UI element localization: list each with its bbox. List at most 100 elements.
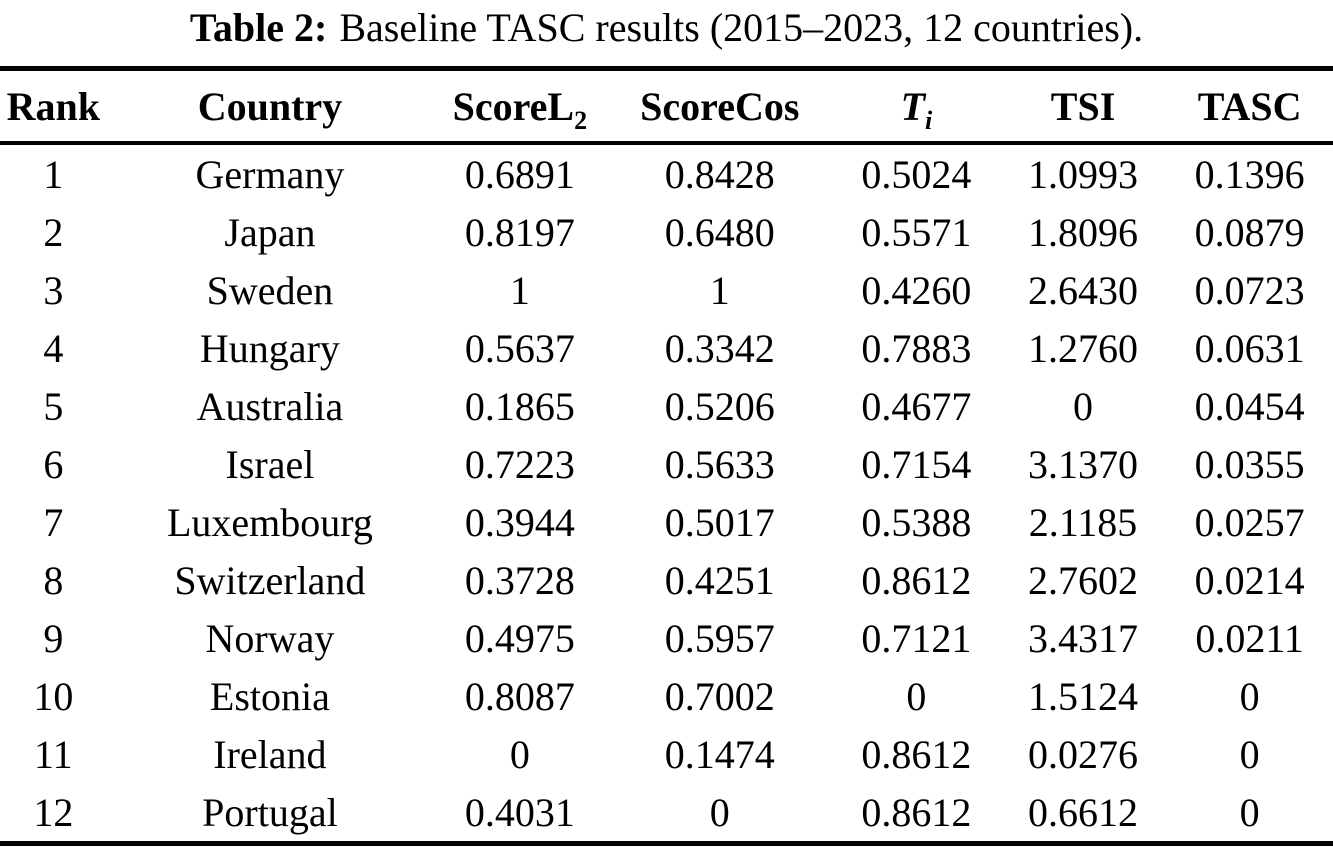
cell-country: Japan (224, 209, 316, 255)
cell-tasc: 0.0355 (1194, 441, 1305, 487)
col-header-score-l2: ScoreL2 (433, 68, 607, 145)
cell-t-i: 0.5388 (861, 499, 972, 545)
cell-rank: 4 (43, 325, 64, 371)
cell-tsi: 0.0276 (1028, 731, 1139, 777)
table-caption: Table 2: Baseline TASC results (2015–2023… (0, 0, 1333, 66)
cell-tsi: 1.5124 (1028, 673, 1139, 719)
cell-score-l2: 0.8087 (464, 673, 575, 719)
cell-tsi: 1.8096 (1028, 209, 1139, 255)
table-row: 8 Switzerland 0.3728 0.4251 0.8612 2.760… (0, 551, 1333, 609)
table-row: 11 Ireland 0 0.1474 0.8612 0.0276 0 (0, 725, 1333, 783)
table-row: 9 Norway 0.4975 0.5957 0.7121 3.4317 0.0… (0, 609, 1333, 667)
cell-score-l2: 0.4975 (464, 615, 575, 661)
cell-tasc: 0.0879 (1194, 209, 1305, 255)
table-row: 12 Portugal 0.4031 0 0.8612 0.6612 0 (0, 783, 1333, 844)
cell-country: Switzerland (174, 557, 366, 603)
col-header-country: Country (106, 68, 434, 145)
table-row: 1 Germany 0.6891 0.8428 0.5024 1.0993 0.… (0, 143, 1333, 203)
cell-score-cos: 0.6480 (664, 209, 775, 255)
cell-tsi: 2.1185 (1028, 499, 1138, 545)
tasc-results-table: Rank Country ScoreL2 ScoreCos Ti TSI TAS… (0, 66, 1333, 846)
cell-rank: 5 (43, 383, 64, 429)
cell-rank: 10 (33, 673, 74, 719)
cell-rank: 9 (43, 615, 64, 661)
cell-country: Portugal (202, 789, 338, 835)
cell-score-l2: 0.3944 (464, 499, 575, 545)
cell-rank: 6 (43, 441, 64, 487)
cell-country: Estonia (209, 673, 330, 719)
cell-tsi: 3.4317 (1028, 615, 1139, 661)
cell-tsi: 0 (1073, 383, 1094, 429)
table-row: 6 Israel 0.7223 0.5633 0.7154 3.1370 0.0… (0, 435, 1333, 493)
cell-t-i: 0.7883 (861, 325, 972, 371)
t-i-subscript: i (925, 105, 933, 135)
cell-score-l2: 0.6891 (464, 151, 575, 197)
header-row: Rank Country ScoreL2 ScoreCos Ti TSI TAS… (0, 68, 1333, 145)
cell-score-l2: 0.8197 (464, 209, 575, 255)
cell-tasc: 0.1396 (1194, 151, 1305, 197)
cell-country: Hungary (199, 325, 340, 371)
cell-tasc: 0 (1239, 789, 1260, 835)
cell-score-cos: 0.5017 (664, 499, 775, 545)
col-header-score-cos: ScoreCos (606, 68, 834, 145)
cell-tsi: 2.6430 (1028, 267, 1139, 313)
cell-t-i: 0.7121 (861, 615, 972, 661)
table-row: 10 Estonia 0.8087 0.7002 0 1.5124 0 (0, 667, 1333, 725)
cell-score-cos: 1 (709, 267, 730, 313)
cell-country: Australia (196, 383, 344, 429)
cell-score-cos: 0.4251 (664, 557, 775, 603)
cell-country: Luxembourg (166, 499, 373, 545)
cell-rank: 2 (43, 209, 64, 255)
cell-rank: 1 (43, 151, 64, 197)
cell-tsi: 1.0993 (1028, 151, 1139, 197)
cell-tasc: 0.0211 (1195, 615, 1304, 661)
table-row: 5 Australia 0.1865 0.5206 0.4677 0 0.045… (0, 377, 1333, 435)
cell-t-i: 0.8612 (861, 557, 972, 603)
cell-score-cos: 0 (709, 789, 730, 835)
cell-tasc: 0.0631 (1194, 325, 1305, 371)
cell-country: Israel (225, 441, 315, 487)
score-l2-subscript: 2 (574, 105, 588, 135)
cell-t-i: 0.8612 (861, 789, 972, 835)
cell-country: Germany (195, 151, 345, 197)
cell-score-l2: 1 (509, 267, 530, 313)
table-row: 7 Luxembourg 0.3944 0.5017 0.5388 2.1185… (0, 493, 1333, 551)
cell-rank: 12 (33, 789, 74, 835)
table-row: 3 Sweden 1 1 0.4260 2.6430 0.0723 (0, 261, 1333, 319)
cell-country: Sweden (206, 267, 334, 313)
cell-score-l2: 0.7223 (464, 441, 575, 487)
cell-t-i: 0.4260 (861, 267, 972, 313)
cell-tasc: 0.0454 (1194, 383, 1305, 429)
table-caption-text: Baseline TASC results (2015–2023, 12 cou… (339, 5, 1144, 50)
cell-t-i: 0.5571 (861, 209, 972, 255)
cell-score-cos: 0.5957 (664, 615, 775, 661)
score-l2-base: ScoreL (452, 83, 575, 129)
cell-rank: 3 (43, 267, 64, 313)
cell-tsi: 1.2760 (1028, 325, 1139, 371)
cell-score-cos: 0.8428 (664, 151, 775, 197)
cell-t-i: 0 (906, 673, 927, 719)
cell-tasc: 0.0723 (1194, 267, 1305, 313)
cell-country: Ireland (213, 731, 327, 777)
table-row: 4 Hungary 0.5637 0.3342 0.7883 1.2760 0.… (0, 319, 1333, 377)
cell-country: Norway (205, 615, 335, 661)
cell-score-l2: 0 (509, 731, 530, 777)
cell-t-i: 0.4677 (861, 383, 972, 429)
table-caption-label: Table 2: (189, 5, 328, 50)
cell-rank: 11 (34, 731, 73, 777)
col-header-rank: Rank (0, 68, 107, 145)
cell-tsi: 3.1370 (1028, 441, 1139, 487)
t-i-base: T (900, 83, 925, 129)
col-header-tasc: TASC (1166, 68, 1333, 145)
cell-rank: 8 (43, 557, 64, 603)
cell-score-l2: 0.3728 (464, 557, 575, 603)
cell-tasc: 0 (1239, 673, 1260, 719)
cell-score-cos: 0.5206 (664, 383, 775, 429)
cell-t-i: 0.8612 (861, 731, 972, 777)
cell-t-i: 0.5024 (861, 151, 972, 197)
cell-score-cos: 0.1474 (664, 731, 775, 777)
cell-t-i: 0.7154 (861, 441, 972, 487)
cell-score-l2: 0.4031 (464, 789, 575, 835)
cell-score-l2: 0.5637 (464, 325, 575, 371)
